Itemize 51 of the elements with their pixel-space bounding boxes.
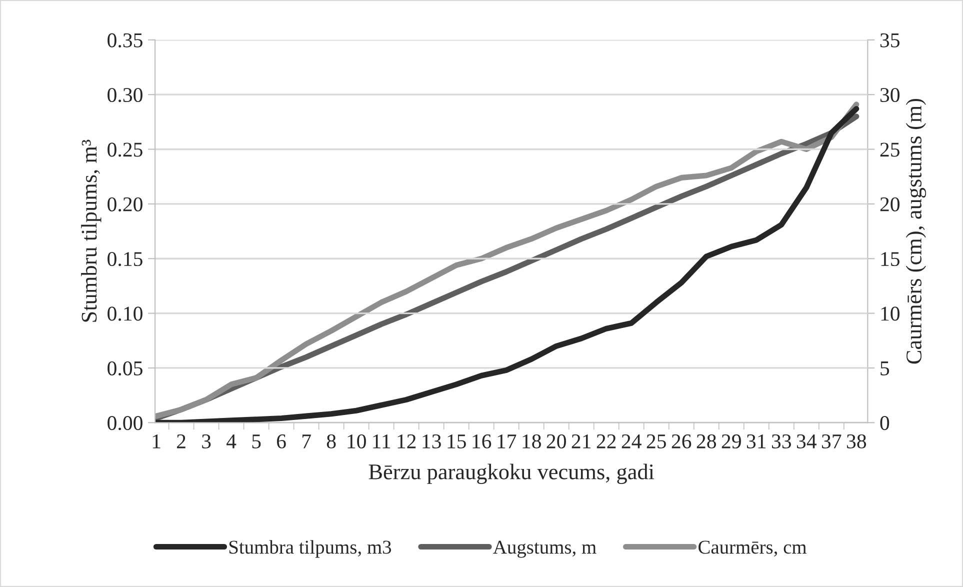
legend-label: Augstums, m: [493, 540, 596, 558]
y2-tick-label: 0: [880, 416, 890, 430]
x-tick-label: 15: [448, 434, 466, 448]
x-tick-label: 29: [722, 434, 741, 448]
x-axis-title: Bērzu paraugkoku vecums, gadi: [368, 464, 654, 484]
y-tick-label: 0.10: [108, 306, 142, 321]
y-axis-title: Stumbru tilpums, m³: [81, 140, 102, 322]
x-tick-label: 10: [348, 434, 366, 448]
y-tick-label: 0.05: [108, 361, 142, 376]
x-tick-label: 11: [373, 434, 390, 448]
x-tick-label: 28: [696, 434, 716, 448]
x-tick-label: 33: [772, 434, 791, 448]
x-tick-label: 1: [152, 434, 160, 448]
x-tick-label: 2: [177, 434, 186, 448]
y2-tick-label: 25: [880, 142, 900, 157]
x-tick-label: 31: [746, 434, 766, 448]
x-tick-label: 3: [202, 434, 211, 448]
x-tick-label: 25: [646, 434, 666, 448]
y2-tick-label: 35: [880, 33, 900, 48]
y-tick-label: 0.00: [108, 416, 142, 430]
y-tick-label: 0.15: [108, 252, 142, 266]
x-tick-label: 20: [546, 434, 566, 448]
legend-label: Caurmērs, cm: [698, 540, 807, 557]
x-tick-label: 8: [326, 434, 336, 448]
y2-tick-label: 5: [880, 362, 890, 376]
x-tick-label: 34: [796, 434, 816, 448]
x-tick-label: 6: [277, 434, 286, 448]
x-tick-label: 24: [622, 434, 642, 448]
x-tick-label: 21: [572, 434, 591, 448]
y2-tick-label: 10: [881, 306, 900, 321]
y2-tick-label: 15: [881, 252, 900, 266]
y2-axis-title: Caurmērs (cm), augstums (m): [906, 98, 926, 364]
x-tick-label: 38: [846, 434, 866, 448]
x-tick-label: 13: [422, 434, 441, 448]
x-tick-label: 26: [672, 434, 692, 448]
x-tick-label: 5: [252, 434, 261, 448]
y-tick-label: 0.30: [108, 88, 142, 102]
legend-label: Stumbra tilpums, m3: [229, 540, 392, 558]
x-tick-label: 16: [472, 434, 492, 448]
x-tick-label: 22: [596, 434, 616, 448]
x-tick-label: 17: [498, 434, 516, 448]
y-tick-label: 0.20: [108, 197, 142, 212]
y-tick-label: 0.25: [108, 142, 142, 157]
x-tick-label: 12: [398, 434, 416, 448]
x-tick-label: 4: [226, 434, 236, 448]
y-tick-label: 0.35: [108, 33, 142, 48]
x-tick-label: 18: [522, 434, 541, 448]
y2-tick-label: 20: [880, 197, 900, 212]
x-tick-label: 37: [822, 434, 842, 448]
x-tick-label: 7: [302, 434, 311, 448]
y2-tick-label: 30: [880, 88, 900, 102]
